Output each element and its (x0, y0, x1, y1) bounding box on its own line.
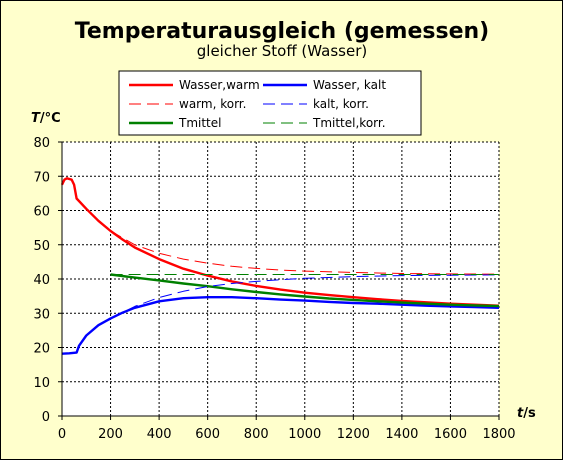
y-tick-label: 10 (33, 376, 50, 391)
y-axis-label: T/°C (31, 111, 61, 126)
series-line-2 (110, 273, 500, 308)
x-tick-label: 200 (98, 427, 123, 442)
series-line-3 (110, 230, 500, 275)
y-tick-label: 60 (33, 205, 50, 220)
y-axis-unit: /°C (40, 111, 61, 126)
x-tick-label: 0 (58, 427, 66, 442)
x-tick-label: 1000 (288, 427, 321, 442)
legend-label: warm, korr. (179, 97, 246, 111)
legend-label: Wasser,warm (179, 78, 260, 92)
y-tick-label: 40 (33, 273, 50, 288)
legend-label: Tmittel,korr. (312, 116, 386, 130)
x-tick-label: 1800 (482, 427, 515, 442)
chart-title: Temperaturausgleich (gemessen) (75, 19, 489, 44)
x-tick-label: 400 (147, 427, 172, 442)
legend-box (118, 70, 422, 136)
legend-label: kalt, korr. (313, 97, 369, 111)
legend-label: Wasser, kalt (313, 78, 386, 92)
x-tick-label: 1600 (434, 427, 467, 442)
series-line-0 (60, 177, 500, 307)
x-axis-var: t (517, 406, 524, 421)
y-tick-labels: 0 10 20 30 40 50 60 70 80 (33, 136, 62, 425)
y-tick-label: 70 (33, 170, 50, 185)
legend-label: Tmittel (178, 116, 221, 130)
x-tick-label: 1400 (385, 427, 418, 442)
y-tick-label: 0 (42, 410, 50, 425)
series-line-4 (110, 274, 500, 319)
chart-subtitle: gleicher Stoff (Wasser) (197, 42, 367, 60)
y-tick-label: 50 (33, 239, 50, 254)
x-axis-unit: /s (523, 406, 536, 421)
x-tick-label: 1200 (337, 427, 370, 442)
x-tick-label: 600 (195, 427, 220, 442)
y-axis-var: T (31, 111, 41, 126)
x-tick-labels: 0 200 400 600 800 1000 1200 1400 1600 1800 (58, 416, 516, 442)
y-tick-label: 80 (33, 136, 50, 151)
legend: Wasser,warm Wasser, kalt warm, korr. kalt, … (129, 78, 386, 130)
x-axis-label: t/s (517, 406, 536, 421)
series-line-1 (61, 296, 500, 355)
series-layer (60, 177, 500, 355)
y-tick-label: 20 (33, 342, 50, 357)
y-tick-label: 30 (33, 307, 50, 322)
x-tick-label: 800 (244, 427, 269, 442)
